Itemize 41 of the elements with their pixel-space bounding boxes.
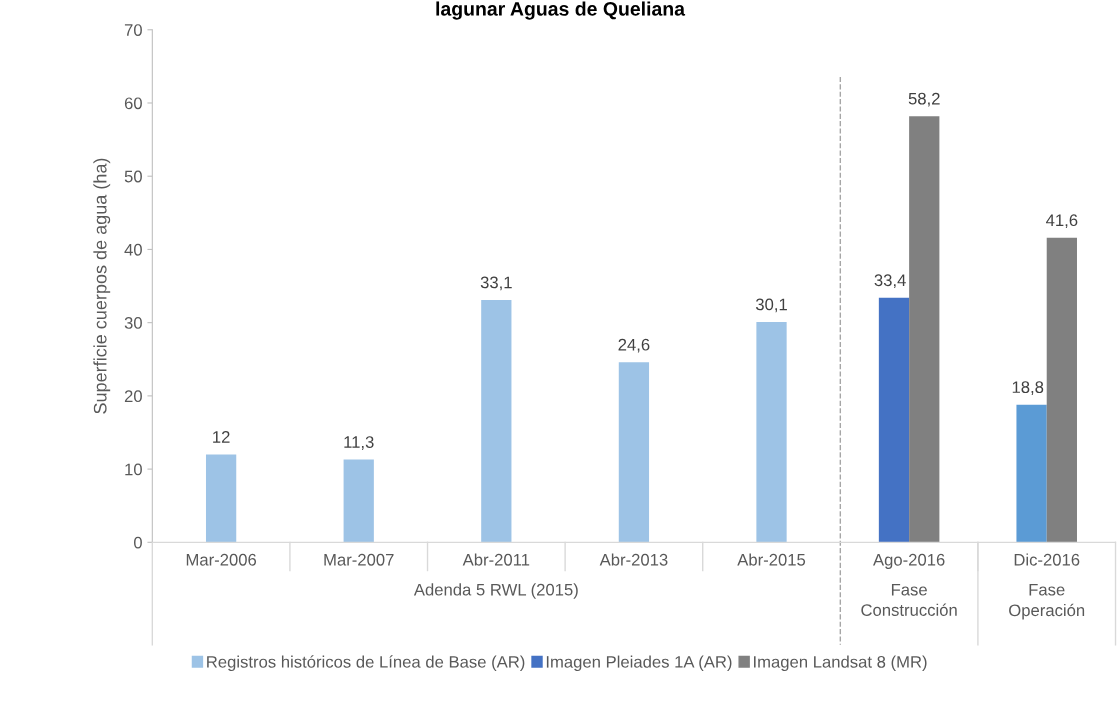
y-axis-title: Superficie cuerpos de agua (ha) (93, 158, 111, 414)
bar (481, 299, 512, 543)
text: Fase Operación (1009, 583, 1085, 620)
x-tick-label: Ago-2016 (873, 553, 945, 569)
legend-label: Registros históricos de Línea de Base (AR) (207, 655, 525, 672)
data-label: 41,6 (1046, 214, 1078, 229)
data-label: 30,1 (755, 298, 787, 313)
x-tick-label: Abr-2013 (599, 553, 668, 566)
data-label: 58,2 (908, 92, 940, 107)
text: Fase Construcción (861, 583, 957, 616)
data-label: 33,4 (874, 274, 906, 289)
y-tick-label: 30 (124, 317, 142, 329)
x-tick-label: Mar-2006 (186, 553, 257, 566)
text: Adenda 5 RWL (2015) (413, 583, 578, 599)
data-label: 11,3 (344, 436, 374, 450)
bar (1016, 404, 1047, 543)
y-tick-label: 50 (124, 170, 142, 183)
chart-title: lagunar Aguas de Queliana (436, 1, 686, 20)
data-label: 18,8 (1012, 381, 1044, 396)
y-tick-label: 20 (124, 390, 142, 403)
y-tick-label: 10 (125, 463, 142, 476)
data-label: 12 (213, 431, 230, 443)
x-tick-label: Mar-2007 (324, 553, 394, 566)
y-tick-label: 70 (124, 24, 142, 36)
x-tick-label: Dic-2016 (1014, 553, 1080, 566)
y-tick-label: 60 (124, 97, 142, 110)
y-tick-label: 40 (124, 243, 142, 256)
bar (343, 459, 374, 543)
bar (756, 321, 787, 543)
legend-label: Imagen Pleiades 1A (AR) (546, 655, 732, 672)
data-label: 24,6 (618, 338, 650, 353)
data-label: 33,1 (480, 276, 512, 291)
legend-label: Imagen Landsat 8 (MR) (754, 655, 927, 672)
x-tick-label: Abr-2011 (462, 553, 530, 566)
bar (618, 362, 650, 543)
bar (1046, 237, 1077, 543)
bar (205, 454, 237, 543)
x-tick-label: Abr-2015 (737, 553, 806, 566)
bar (878, 297, 910, 543)
bar (909, 116, 940, 543)
y-tick-label: 0 (133, 536, 142, 549)
